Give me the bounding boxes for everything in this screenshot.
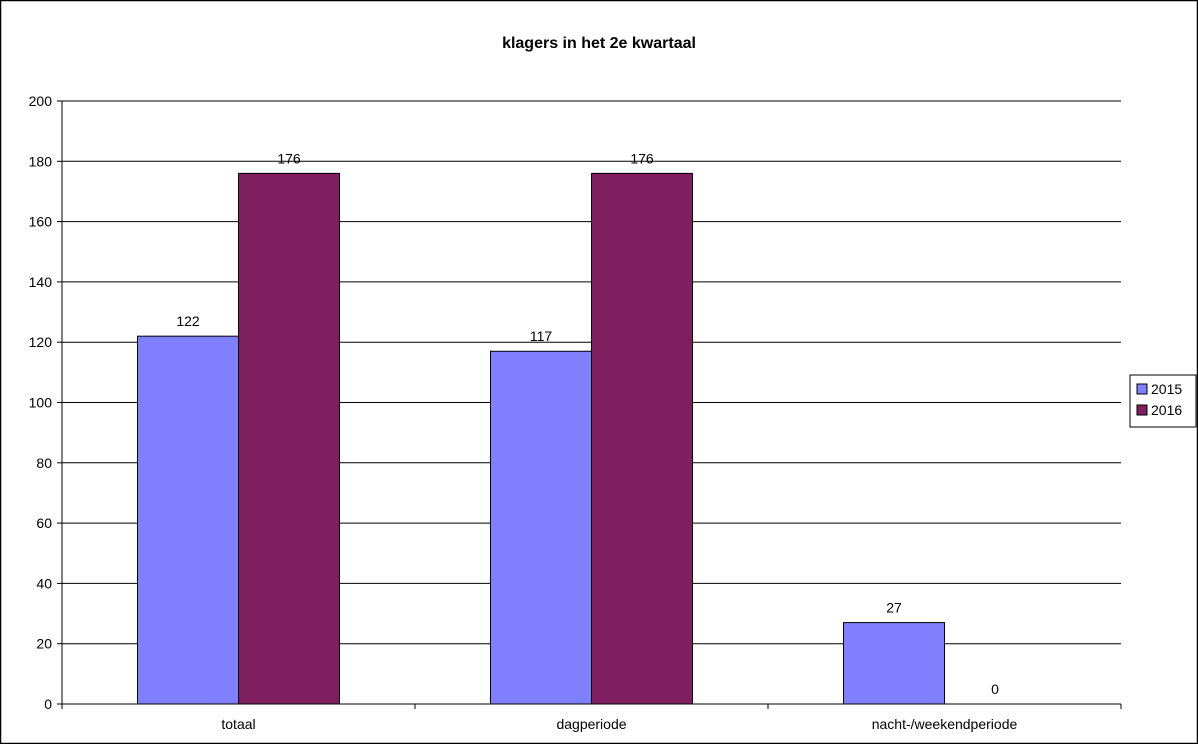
- y-tick-label: 200: [29, 93, 53, 109]
- legend-swatch: [1136, 383, 1148, 395]
- y-tick-label: 160: [29, 214, 53, 230]
- y-tick-label: 20: [36, 636, 52, 652]
- data-label: 117: [530, 328, 553, 344]
- data-label: 176: [630, 150, 654, 166]
- x-tick-label: dagperiode: [556, 716, 626, 732]
- legend-label: 2016: [1151, 402, 1182, 418]
- y-tick-label: 140: [29, 274, 53, 290]
- legend-swatch: [1136, 404, 1148, 416]
- legend-label: 2015: [1151, 381, 1182, 397]
- y-tick-label: 120: [29, 334, 53, 350]
- y-tick-label: 180: [29, 153, 53, 169]
- x-tick-label: totaal: [221, 716, 255, 732]
- y-tick-label: 100: [29, 395, 53, 411]
- bar: [137, 335, 239, 705]
- bar: [238, 172, 340, 705]
- bar: [843, 622, 945, 705]
- legend: 2015 2016: [1129, 374, 1197, 428]
- bar: [490, 350, 592, 705]
- data-label: 0: [991, 681, 999, 697]
- y-tick-label: 60: [36, 515, 52, 531]
- data-label: 27: [886, 600, 902, 616]
- bar: [591, 172, 693, 705]
- y-tick-label: 0: [44, 696, 52, 712]
- plot-area: 0 20 40 60 80 100 120 140 160 180 200 totaal 122 176 d…: [29, 93, 1122, 732]
- y-tick-label: 40: [36, 575, 52, 591]
- data-label: 176: [277, 150, 301, 166]
- data-label: 122: [176, 313, 200, 329]
- chart-title: klagers in het 2e kwartaal: [502, 35, 696, 52]
- y-tick-label: 80: [36, 455, 52, 471]
- x-tick-label: nacht-/weekendperiode: [872, 716, 1018, 732]
